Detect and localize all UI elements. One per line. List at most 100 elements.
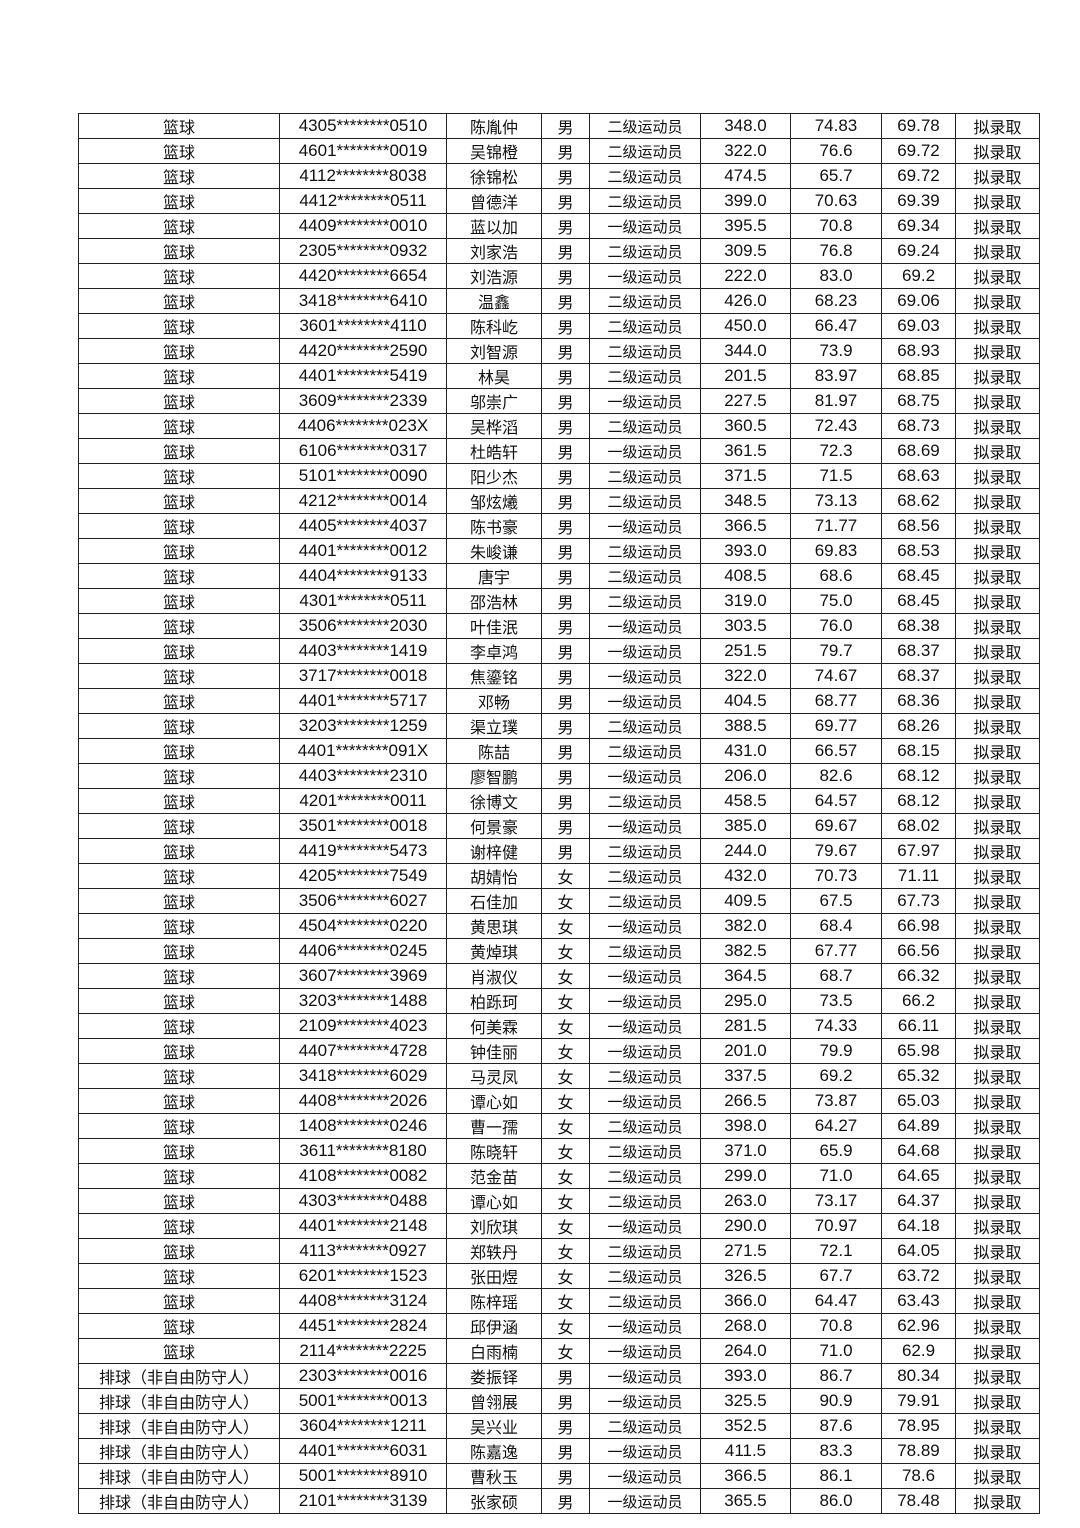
table-row: 篮球 3611********8180 陈晓轩女二级运动员 371.0 65.9 64.6… — [78, 1138, 1040, 1164]
sport-cell: 排球（非自由防守人） — [78, 1488, 280, 1514]
gender-cell: 女 — [541, 1163, 590, 1189]
table-row: 排球（非自由防守人） 4401********6031 陈嘉逸男一级运动员 411.5… — [78, 1438, 1040, 1464]
status-cell: 拟录取 — [955, 1313, 1040, 1339]
sport-cell: 篮球 — [78, 1063, 280, 1089]
sport-cell: 篮球 — [78, 138, 280, 164]
name-cell: 钟佳丽 — [446, 1038, 542, 1064]
sport-cell: 篮球 — [78, 163, 280, 189]
cultural-score-cell: 299.0 — [700, 1163, 791, 1189]
table-row: 篮球 4404********9133 唐宇男二级运动员 408.5 68.6 68.45… — [78, 563, 1040, 589]
id-number-cell: 3203********1259 — [279, 713, 447, 739]
status-cell: 拟录取 — [955, 1063, 1040, 1089]
status-cell: 拟录取 — [955, 213, 1040, 239]
sport-score-cell: 73.5 — [790, 988, 882, 1014]
sport-cell: 篮球 — [78, 938, 280, 964]
athlete-level-cell: 二级运动员 — [589, 338, 701, 364]
sport-cell: 篮球 — [78, 1188, 280, 1214]
table-row: 篮球 1408********0246 曹一孺女二级运动员 398.0 64.27 64.… — [78, 1113, 1040, 1139]
total-score-cell: 65.03 — [881, 1088, 956, 1114]
total-score-cell: 71.11 — [881, 863, 956, 889]
sport-score-cell: 74.83 — [790, 113, 882, 139]
name-cell: 陈胤仲 — [446, 113, 542, 139]
sport-score-cell: 75.0 — [790, 588, 882, 614]
sport-cell: 篮球 — [78, 1113, 280, 1139]
id-number-cell: 1408********0246 — [279, 1113, 447, 1139]
cultural-score-cell: 382.0 — [700, 913, 791, 939]
gender-cell: 男 — [541, 613, 590, 639]
name-cell: 曾翎展 — [446, 1388, 542, 1414]
athlete-level-cell: 二级运动员 — [589, 488, 701, 514]
athlete-level-cell: 一级运动员 — [589, 638, 701, 664]
cultural-score-cell: 325.5 — [700, 1388, 791, 1414]
status-cell: 拟录取 — [955, 638, 1040, 664]
name-cell: 谢梓健 — [446, 838, 542, 864]
gender-cell: 男 — [541, 1488, 590, 1514]
total-score-cell: 69.34 — [881, 213, 956, 239]
status-cell: 拟录取 — [955, 763, 1040, 789]
name-cell: 何美霖 — [446, 1013, 542, 1039]
total-score-cell: 69.72 — [881, 163, 956, 189]
sport-cell: 篮球 — [78, 638, 280, 664]
name-cell: 曹秋玉 — [446, 1463, 542, 1489]
name-cell: 曾德洋 — [446, 188, 542, 214]
id-number-cell: 3501********0018 — [279, 813, 447, 839]
table-row: 篮球 4401********0012 朱峻谦男二级运动员 393.0 69.83 68.… — [78, 538, 1040, 564]
cultural-score-cell: 268.0 — [700, 1313, 791, 1339]
id-number-cell: 2305********0932 — [279, 238, 447, 264]
athlete-level-cell: 一级运动员 — [589, 388, 701, 414]
total-score-cell: 79.91 — [881, 1388, 956, 1414]
athlete-level-cell: 一级运动员 — [589, 688, 701, 714]
sport-score-cell: 73.9 — [790, 338, 882, 364]
sport-score-cell: 67.5 — [790, 888, 882, 914]
status-cell: 拟录取 — [955, 1438, 1040, 1464]
sport-score-cell: 73.17 — [790, 1188, 882, 1214]
id-number-cell: 4401********2148 — [279, 1213, 447, 1239]
status-cell: 拟录取 — [955, 1263, 1040, 1289]
sport-cell: 排球（非自由防守人） — [78, 1388, 280, 1414]
sport-cell: 篮球 — [78, 488, 280, 514]
total-score-cell: 68.73 — [881, 413, 956, 439]
name-cell: 渠立璞 — [446, 713, 542, 739]
sport-cell: 篮球 — [78, 1213, 280, 1239]
gender-cell: 女 — [541, 1038, 590, 1064]
table-row: 排球（非自由防守人） 5001********0013 曾翎展男一级运动员 325.5… — [78, 1388, 1040, 1414]
sport-cell: 篮球 — [78, 1038, 280, 1064]
table-row: 篮球 2114********2225 白雨楠女一级运动员 264.0 71.0 62.9… — [78, 1338, 1040, 1364]
total-score-cell: 68.12 — [881, 788, 956, 814]
name-cell: 邵浩林 — [446, 588, 542, 614]
id-number-cell: 4451********2824 — [279, 1313, 447, 1339]
table-row: 篮球 4301********0511 邵浩林男二级运动员 319.0 75.0 68.4… — [78, 588, 1040, 614]
name-cell: 陈喆 — [446, 738, 542, 764]
id-number-cell: 3601********4110 — [279, 313, 447, 339]
sport-score-cell: 69.77 — [790, 713, 882, 739]
total-score-cell: 68.93 — [881, 338, 956, 364]
sport-score-cell: 73.13 — [790, 488, 882, 514]
table-row: 篮球 3609********2339 邬崇广男一级运动员 227.5 81.97 68.… — [78, 388, 1040, 414]
id-number-cell: 4406********023X — [279, 413, 447, 439]
id-number-cell: 3717********0018 — [279, 663, 447, 689]
athlete-level-cell: 一级运动员 — [589, 513, 701, 539]
total-score-cell: 65.32 — [881, 1063, 956, 1089]
table-row: 篮球 4408********3124 陈梓瑶女二级运动员 366.0 64.47 63.… — [78, 1288, 1040, 1314]
status-cell: 拟录取 — [955, 613, 1040, 639]
athlete-level-cell: 二级运动员 — [589, 188, 701, 214]
cultural-score-cell: 251.5 — [700, 638, 791, 664]
athlete-level-cell: 一级运动员 — [589, 1338, 701, 1364]
name-cell: 何景豪 — [446, 813, 542, 839]
sport-score-cell: 79.7 — [790, 638, 882, 664]
table-row: 篮球 4303********0488 谭心如女二级运动员 263.0 73.17 64.… — [78, 1188, 1040, 1214]
athlete-level-cell: 二级运动员 — [589, 1238, 701, 1264]
athlete-level-cell: 一级运动员 — [589, 813, 701, 839]
total-score-cell: 68.45 — [881, 563, 956, 589]
cultural-score-cell: 399.0 — [700, 188, 791, 214]
total-score-cell: 78.95 — [881, 1413, 956, 1439]
gender-cell: 男 — [541, 813, 590, 839]
athlete-level-cell: 二级运动员 — [589, 938, 701, 964]
sport-score-cell: 70.73 — [790, 863, 882, 889]
id-number-cell: 4420********6654 — [279, 263, 447, 289]
cultural-score-cell: 263.0 — [700, 1188, 791, 1214]
total-score-cell: 68.63 — [881, 463, 956, 489]
sport-cell: 篮球 — [78, 388, 280, 414]
sport-score-cell: 79.9 — [790, 1038, 882, 1064]
cultural-score-cell: 326.5 — [700, 1263, 791, 1289]
